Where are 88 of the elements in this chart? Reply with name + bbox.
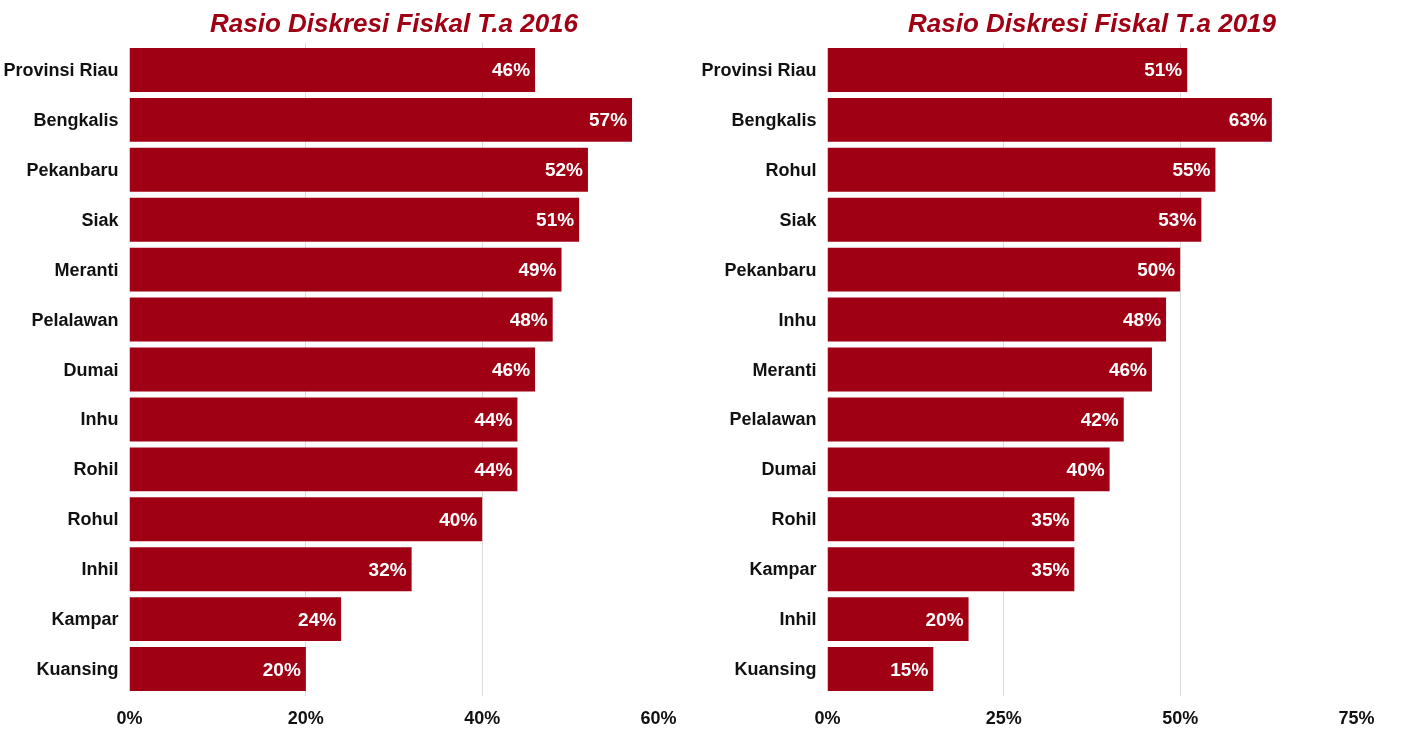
bar	[827, 247, 1181, 292]
y-tick-label: Inhu	[778, 309, 817, 330]
bar	[129, 97, 633, 142]
x-tick-label: 50%	[1162, 707, 1199, 728]
data-label: 15%	[890, 658, 929, 680]
data-label: 52%	[544, 159, 584, 181]
bar	[827, 597, 969, 642]
data-label: 57%	[589, 109, 628, 131]
bar	[827, 197, 1202, 242]
data-label: 55%	[1172, 159, 1211, 181]
x-tick-label: 75%	[1338, 707, 1375, 728]
y-tick-label: Kuansing	[36, 659, 119, 680]
data-label: 48%	[1123, 309, 1162, 331]
y-tick-label: Rohul	[67, 509, 119, 530]
data-label: 46%	[492, 59, 531, 81]
x-tick-label: 60%	[640, 707, 677, 728]
y-tick-label: Rohul	[765, 159, 817, 180]
y-tick-label: Bengkalis	[33, 109, 119, 130]
chart-title: Rasio Diskresi Fiskal T.a 2016	[209, 7, 579, 38]
y-tick-label: Inhil	[779, 609, 817, 630]
bar	[827, 97, 1272, 142]
data-label: 24%	[298, 608, 337, 630]
y-tick-label: Pelalawan	[31, 309, 119, 330]
bar	[129, 247, 562, 292]
x-tick-label: 25%	[985, 707, 1022, 728]
data-label: 42%	[1080, 408, 1119, 430]
y-tick-label: Provinsi Riau	[3, 59, 119, 80]
x-tick-label: 20%	[287, 707, 324, 728]
bar	[129, 447, 518, 492]
y-tick-label: Meranti	[752, 359, 817, 380]
bar	[129, 647, 306, 692]
bar	[129, 297, 553, 342]
data-label: 49%	[518, 259, 557, 281]
chart-title: Rasio Diskresi Fiskal T.a 2019	[907, 7, 1277, 38]
data-label: 51%	[536, 209, 575, 231]
data-label: 50%	[1137, 259, 1176, 281]
bar	[827, 497, 1075, 542]
bar	[129, 597, 342, 642]
data-label: 20%	[262, 658, 301, 680]
bar	[129, 497, 483, 542]
bar	[827, 347, 1152, 392]
data-label: 46%	[1108, 359, 1148, 380]
data-label: 32%	[368, 558, 407, 580]
y-tick-label: Kampar	[749, 559, 817, 580]
x-tick-label: 40%	[464, 707, 501, 728]
y-tick-label: Meranti	[54, 259, 119, 280]
bar	[827, 297, 1167, 342]
data-label: 46%	[492, 359, 531, 380]
data-label: 53%	[1158, 209, 1197, 231]
data-label: 44%	[474, 408, 513, 430]
y-tick-label: Pekanbaru	[724, 259, 817, 280]
y-tick-label: Kampar	[51, 609, 119, 630]
y-tick-label: Inhil	[81, 559, 119, 580]
y-tick-label: Rohil	[771, 509, 817, 530]
y-tick-label: Siak	[81, 209, 120, 230]
bar	[827, 147, 1216, 192]
bar	[827, 447, 1110, 492]
data-label: 48%	[509, 309, 548, 331]
bar	[129, 547, 412, 592]
bar	[827, 647, 934, 692]
data-label: 20%	[925, 608, 964, 630]
y-tick-label: Kuansing	[734, 659, 817, 680]
data-label: 40%	[439, 508, 478, 530]
data-label: 44%	[474, 458, 513, 480]
y-tick-label: Pelalawan	[729, 409, 817, 430]
bar	[129, 197, 580, 242]
y-tick-label: Siak	[779, 209, 818, 230]
bar	[129, 397, 518, 442]
x-tick-label: 0%	[814, 707, 841, 728]
bar	[129, 47, 536, 92]
data-label: 35%	[1031, 508, 1070, 530]
y-tick-label: Dumai	[63, 359, 119, 380]
bar	[129, 147, 588, 192]
data-label: 40%	[1066, 458, 1105, 480]
bar	[129, 347, 536, 392]
y-tick-label: Bengkalis	[731, 109, 817, 130]
data-label: 51%	[1144, 59, 1183, 81]
bar	[827, 397, 1124, 442]
x-tick-label: 0%	[116, 707, 143, 728]
bar	[827, 547, 1075, 592]
data-label: 35%	[1031, 558, 1070, 580]
y-tick-label: Dumai	[761, 459, 817, 480]
y-tick-label: Inhu	[80, 409, 119, 430]
y-tick-label: Provinsi Riau	[701, 59, 817, 80]
bar	[827, 47, 1188, 92]
y-tick-label: Rohil	[73, 459, 119, 480]
y-tick-label: Pekanbaru	[26, 159, 119, 180]
data-label: 63%	[1228, 109, 1267, 131]
